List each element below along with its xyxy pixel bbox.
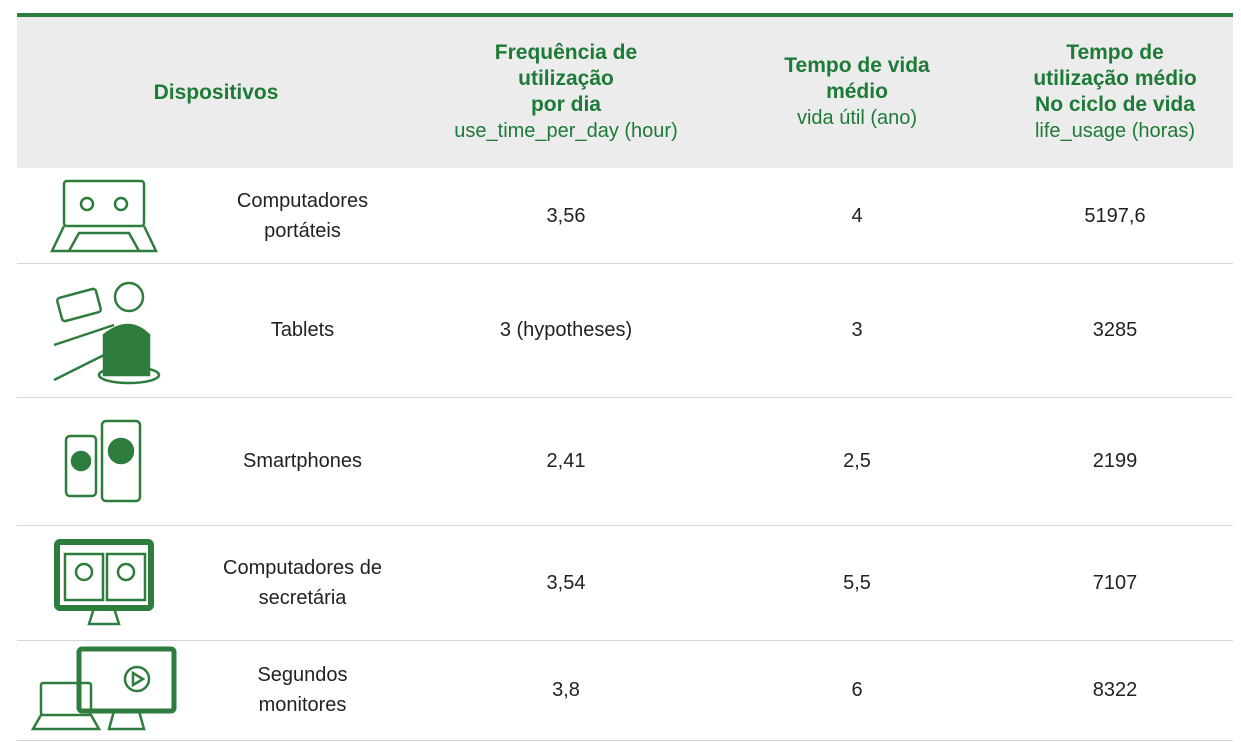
- value: 2199: [1092, 450, 1138, 472]
- top-rule: [17, 13, 1233, 17]
- device-name-line: monitores: [258, 694, 347, 716]
- desktop-icon: [17, 525, 190, 640]
- header-cell: Dispositivos: [17, 17, 415, 168]
- value: 2,41: [546, 450, 586, 472]
- header-title: médio: [826, 80, 888, 103]
- device-name-line: Smartphones: [243, 450, 362, 472]
- value-cell: 6: [717, 640, 997, 740]
- value: 3: [851, 319, 863, 341]
- row-separator: [17, 640, 1233, 641]
- device-name: Segundos monitores: [190, 640, 415, 740]
- value-cell: 2,41: [415, 397, 717, 525]
- device-name-line: portáteis: [264, 219, 341, 242]
- header-title: Dispositivos: [153, 80, 279, 104]
- tablet-icon: [17, 263, 190, 397]
- header-title: utilização médio: [1033, 67, 1197, 90]
- value: 6: [851, 679, 863, 701]
- value: 3285: [1092, 319, 1138, 341]
- value: 3,8: [552, 679, 580, 701]
- row-separator: [17, 740, 1233, 741]
- header-cell: Frequência de utilização por dia use_time_p…: [415, 17, 717, 168]
- value-cell: 4: [717, 168, 997, 263]
- row-separator: [17, 397, 1233, 398]
- value: 3,54: [546, 571, 586, 594]
- value-cell: 3,56: [415, 168, 717, 263]
- value: 3 (hypotheses): [499, 319, 633, 341]
- header-cell: Tempo de vida médio vida útil (ano): [717, 17, 997, 168]
- device-name: Computadores portáteis: [190, 168, 415, 263]
- laptop-icon: [17, 168, 190, 263]
- value-cell: 7107: [997, 525, 1233, 640]
- value-cell: 3: [717, 263, 997, 397]
- header-subtitle: vida útil (ano): [796, 107, 918, 129]
- header-title: por dia: [530, 93, 601, 116]
- device-name: Computadores de secretária: [190, 525, 415, 640]
- value: 5,5: [843, 571, 871, 594]
- value: 2,5: [843, 450, 871, 472]
- header-title: No ciclo de vida: [1035, 93, 1195, 116]
- device-name-line: secretária: [258, 586, 347, 609]
- value-cell: 3285: [997, 263, 1233, 397]
- value-cell: 5,5: [717, 525, 997, 640]
- header-subtitle: use_time_per_day (hour): [454, 120, 678, 142]
- value: 5197,6: [1084, 204, 1146, 227]
- header-title: Frequência de: [494, 41, 638, 64]
- value: 3,56: [546, 204, 586, 227]
- value-cell: 3 (hypotheses): [415, 263, 717, 397]
- header-title: utilização: [518, 67, 614, 90]
- value-cell: 2199: [997, 397, 1233, 525]
- device-name-line: Computadores de: [223, 556, 382, 579]
- value: 8322: [1092, 679, 1138, 701]
- value-cell: 2,5: [717, 397, 997, 525]
- device-name: Smartphones: [190, 397, 415, 525]
- value-cell: 3,8: [415, 640, 717, 740]
- header-cell: Tempo de utilização médio No ciclo de vida…: [997, 17, 1233, 168]
- row-separator: [17, 263, 1233, 264]
- device-name-line: Segundos: [257, 664, 348, 686]
- device-name: Tablets: [190, 263, 415, 397]
- header-title: Tempo de: [1066, 41, 1164, 64]
- header-background: [17, 17, 1233, 168]
- value-cell: 5197,6: [997, 168, 1233, 263]
- value-cell: 3,54: [415, 525, 717, 640]
- monitors-icon: [17, 640, 190, 740]
- row-separator: [17, 525, 1233, 526]
- device-name-line: Computadores: [236, 189, 369, 212]
- device-name-line: Tablets: [270, 319, 335, 341]
- value: 7107: [1092, 571, 1138, 594]
- value: 4: [851, 204, 863, 227]
- header-title: Tempo de vida: [784, 54, 930, 77]
- smartphone-icon: [17, 397, 190, 525]
- value-cell: 8322: [997, 640, 1233, 740]
- header-subtitle: life_usage (horas): [1034, 120, 1196, 142]
